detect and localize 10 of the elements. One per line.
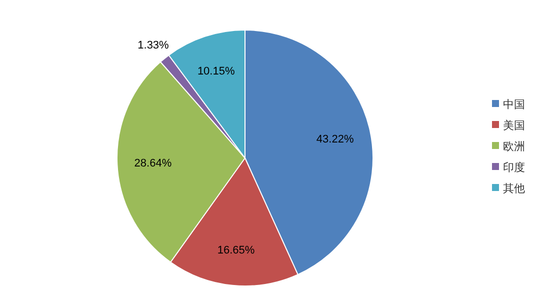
legend-label: 中国 [503, 98, 525, 111]
legend-label: 欧洲 [503, 140, 525, 153]
data-label: 28.64% [134, 158, 172, 170]
data-label: 10.15% [197, 65, 235, 78]
data-label: 43.22% [316, 134, 354, 146]
data-label: 16.65% [217, 244, 255, 257]
legend-label: 印度 [503, 161, 525, 174]
legend-label: 美国 [503, 119, 525, 132]
legend-label: 其他 [503, 182, 525, 195]
data-label: 1.33% [138, 39, 170, 52]
